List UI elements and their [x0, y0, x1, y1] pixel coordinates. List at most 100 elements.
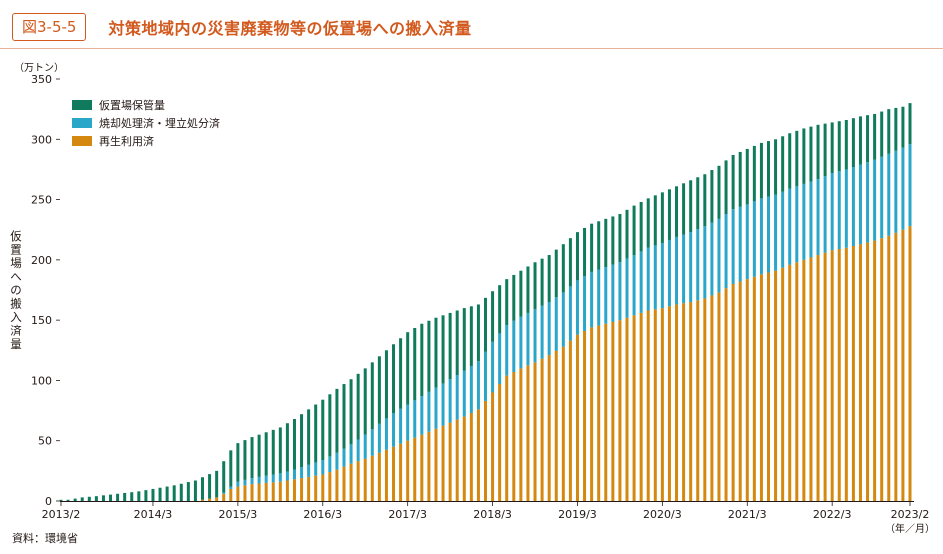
bar-stack [257, 434, 261, 501]
bar-incinerated [866, 162, 870, 243]
bar-storage [109, 494, 113, 501]
bar-stack [392, 344, 396, 501]
bar-storage [208, 474, 212, 499]
bar-recycled [264, 482, 268, 501]
y-tick-label: 350 [31, 73, 52, 86]
bar-storage [300, 414, 304, 468]
bar-stack [292, 419, 296, 501]
bar-stack [887, 109, 891, 501]
bar-stack [703, 174, 707, 501]
header-divider [0, 48, 943, 49]
bar-storage [540, 258, 544, 306]
bar-recycled [484, 400, 487, 501]
bar-incinerated [887, 153, 891, 236]
bar-stack [837, 121, 841, 501]
bar-incinerated [759, 198, 763, 275]
x-tick-label: 2020/3 [643, 508, 682, 521]
bar-stack [575, 232, 579, 501]
bar-storage [604, 218, 608, 268]
bar-stack [604, 218, 608, 501]
bar-storage [901, 106, 905, 148]
bar-incinerated [752, 201, 756, 277]
bar-incinerated [307, 464, 311, 477]
bar-stack [830, 122, 834, 501]
bar-incinerated [781, 191, 785, 268]
bar-stack [59, 499, 63, 501]
y-axis: 0 50 100 150 200 250 300 350（万トン） [14, 62, 64, 508]
bar-stack [752, 145, 756, 501]
bar-incinerated [575, 280, 579, 335]
bar-incinerated [236, 481, 240, 487]
bar-recycled [653, 309, 657, 501]
bar-storage [717, 165, 721, 219]
bar-recycled [491, 392, 495, 501]
bar-stack [809, 126, 813, 501]
bar-incinerated [611, 264, 615, 322]
bar-recycled [597, 325, 601, 501]
bar-recycled [519, 368, 523, 501]
bar-stack [151, 488, 155, 501]
bar-incinerated [880, 156, 884, 239]
y-unit-label: （万トン） [14, 62, 64, 74]
bar-incinerated [533, 309, 537, 363]
bar-storage [158, 487, 162, 501]
figure-title: 対策地域内の災害廃棄物等の仮置場への搬入済量 [108, 19, 472, 38]
bar-incinerated [689, 232, 693, 303]
bar-incinerated [675, 236, 679, 305]
bar-recycled [236, 486, 240, 501]
bar-incinerated [278, 473, 282, 482]
bar-incinerated [660, 242, 664, 309]
y-tick-label: 200 [31, 254, 52, 267]
bar-storage [243, 440, 247, 480]
bar-incinerated [604, 267, 608, 324]
bar-recycled [632, 315, 636, 501]
bar-storage [639, 201, 643, 252]
bar-stack [639, 201, 643, 501]
bar-recycled [243, 485, 247, 501]
bar-incinerated [448, 379, 452, 423]
bar-recycled [823, 252, 827, 501]
bar-recycled [908, 226, 912, 501]
bar-recycled [781, 267, 785, 501]
bar-recycled [307, 476, 311, 501]
bar-stack [632, 205, 636, 501]
bar-incinerated [625, 258, 629, 318]
bar-incinerated [632, 255, 636, 316]
bar-incinerated [873, 159, 877, 241]
bar-stack [144, 490, 148, 501]
bar-stack [795, 130, 799, 501]
bar-recycled [561, 346, 565, 501]
bar-storage [186, 482, 190, 501]
bar-recycled [399, 443, 403, 501]
bar-storage [618, 214, 622, 263]
bar-storage [866, 115, 870, 163]
bar-incinerated [300, 467, 304, 479]
bar-recycled [427, 431, 431, 501]
bar-incinerated [837, 171, 841, 250]
bar-incinerated [363, 434, 367, 459]
bar-stack [774, 139, 778, 501]
bar-stack [689, 180, 693, 501]
bar-stack [646, 198, 650, 501]
bar-recycled [335, 469, 339, 501]
bar-storage [575, 232, 579, 281]
bar-incinerated [526, 312, 530, 366]
bar-incinerated [568, 286, 572, 341]
bar-stack [420, 323, 424, 501]
bar-incinerated [908, 144, 912, 227]
figure-number-badge: 図3-5-5 [12, 13, 87, 41]
bar-recycled [413, 437, 417, 501]
bar-stack [363, 368, 367, 501]
bar-recycled [448, 422, 452, 501]
bar-stack [866, 115, 870, 502]
bar-storage [448, 312, 452, 380]
bar-incinerated [462, 370, 466, 417]
bar-recycled [201, 499, 204, 501]
bar-recycled [434, 428, 438, 501]
bar-stack [717, 165, 721, 501]
y-tick-label: 0 [45, 495, 52, 508]
bar-recycled [554, 350, 558, 501]
bar-storage [285, 423, 289, 472]
bar-stack [186, 482, 190, 501]
